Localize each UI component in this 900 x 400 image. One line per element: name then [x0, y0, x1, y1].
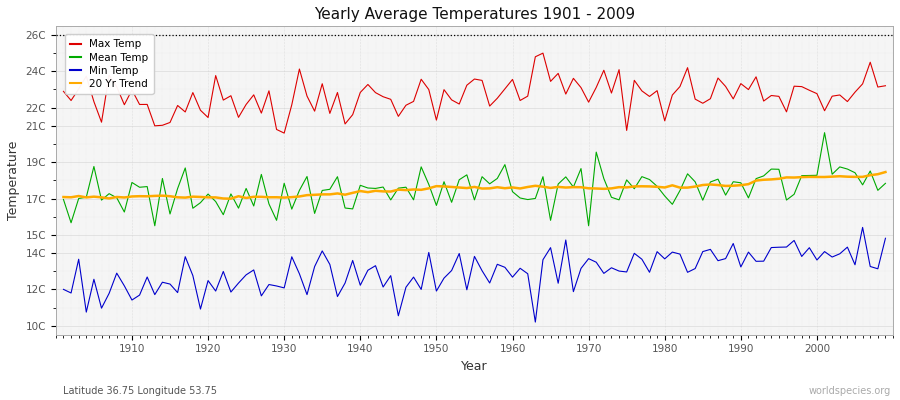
X-axis label: Year: Year: [461, 360, 488, 373]
Title: Yearly Average Temperatures 1901 - 2009: Yearly Average Temperatures 1901 - 2009: [314, 7, 635, 22]
Text: Latitude 36.75 Longitude 53.75: Latitude 36.75 Longitude 53.75: [63, 386, 217, 396]
Legend: Max Temp, Mean Temp, Min Temp, 20 Yr Trend: Max Temp, Mean Temp, Min Temp, 20 Yr Tre…: [65, 34, 154, 94]
Text: worldspecies.org: worldspecies.org: [809, 386, 891, 396]
Y-axis label: Temperature: Temperature: [7, 141, 20, 220]
